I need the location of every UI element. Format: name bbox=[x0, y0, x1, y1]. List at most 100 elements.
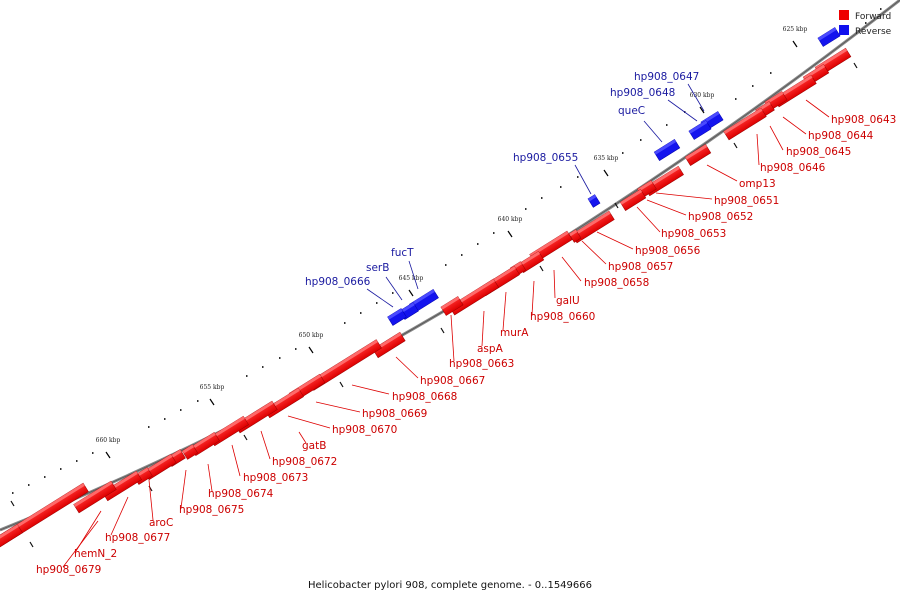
label-leader bbox=[450, 314, 455, 362]
minor-tick bbox=[493, 232, 495, 234]
minor-tick bbox=[76, 460, 78, 462]
minor-tick bbox=[392, 292, 394, 294]
label-leader bbox=[351, 384, 390, 395]
inner-tick bbox=[29, 541, 34, 548]
minor-tick bbox=[295, 348, 297, 350]
forward-gene-label: hp908_0645 bbox=[786, 146, 851, 158]
reverse-gene-label: fucT bbox=[391, 247, 414, 259]
forward-gene-label: hp908_0660 bbox=[530, 311, 595, 323]
tick-label: 630 kbp bbox=[690, 92, 715, 99]
forward-gene-label: galU bbox=[556, 295, 580, 307]
forward-feature[interactable] bbox=[73, 480, 117, 514]
minor-tick bbox=[735, 98, 737, 100]
label-leader bbox=[553, 269, 556, 299]
reverse-gene-label: hp908_0655 bbox=[513, 152, 578, 164]
minor-tick bbox=[197, 400, 199, 402]
minor-tick bbox=[148, 426, 150, 428]
legend-label-reverse: Reverse bbox=[855, 27, 892, 37]
forward-gene-label: hp908_0652 bbox=[688, 211, 753, 223]
minor-tick bbox=[525, 208, 527, 210]
inner-tick bbox=[614, 202, 619, 209]
minor-tick bbox=[445, 264, 447, 266]
inner-tick bbox=[853, 62, 858, 69]
inner-tick bbox=[539, 265, 544, 272]
tick-label: 645 kbp bbox=[399, 275, 424, 282]
reverse-feature[interactable] bbox=[688, 120, 712, 140]
label-leader bbox=[561, 256, 582, 282]
forward-feature[interactable] bbox=[181, 444, 199, 460]
forward-gene-label: omp13 bbox=[739, 178, 776, 190]
label-leader bbox=[636, 206, 661, 233]
reverse-gene-label: serB bbox=[366, 262, 389, 274]
label-leader bbox=[385, 276, 403, 301]
reverse-feature[interactable] bbox=[387, 308, 407, 326]
minor-tick bbox=[622, 152, 624, 154]
label-leader bbox=[805, 99, 830, 118]
forward-gene-label: hp908_0667 bbox=[420, 375, 485, 387]
reverse-feature[interactable] bbox=[587, 194, 601, 208]
label-leader bbox=[180, 469, 187, 509]
forward-feature[interactable] bbox=[209, 415, 249, 447]
forward-gene-label: hp908_0644 bbox=[808, 130, 874, 142]
label-leader bbox=[395, 356, 419, 379]
minor-tick bbox=[344, 322, 346, 324]
label-leader bbox=[581, 240, 607, 265]
forward-feature[interactable] bbox=[619, 189, 647, 211]
label-leader bbox=[315, 401, 361, 413]
tick-label: 640 kbp bbox=[498, 216, 523, 223]
label-leader bbox=[782, 116, 807, 135]
label-leader bbox=[62, 520, 99, 568]
inner-tick bbox=[440, 327, 445, 334]
forward-gene-label: hp908_0653 bbox=[661, 228, 726, 240]
label-leader bbox=[298, 431, 307, 444]
genome-backbone bbox=[0, 0, 900, 532]
minor-tick bbox=[360, 312, 362, 314]
label-leader bbox=[366, 288, 394, 308]
tick-label: 655 kbp bbox=[200, 384, 225, 391]
legend-swatch-reverse bbox=[839, 25, 849, 35]
forward-gene-label: hp908_0675 bbox=[179, 504, 244, 516]
minor-tick bbox=[865, 22, 867, 24]
minor-tick bbox=[577, 176, 579, 178]
major-tick bbox=[507, 230, 513, 238]
legend-label-forward: Forward bbox=[855, 12, 891, 22]
forward-feature[interactable] bbox=[568, 229, 582, 243]
label-leader bbox=[287, 415, 331, 429]
tick-label: 660 kbp bbox=[96, 437, 121, 444]
minor-tick bbox=[770, 72, 772, 74]
forward-gene-label: hp908_0657 bbox=[608, 261, 673, 273]
label-leader bbox=[643, 120, 663, 143]
label-leader bbox=[260, 430, 271, 460]
minor-tick bbox=[560, 186, 562, 188]
legend: Forward Reverse bbox=[839, 10, 892, 37]
reverse-feature[interactable] bbox=[653, 139, 681, 161]
forward-feature[interactable] bbox=[684, 144, 712, 166]
forward-gene-label: hp908_0643 bbox=[831, 114, 896, 126]
forward-gene-label: hp908_0669 bbox=[362, 408, 427, 420]
label-leader bbox=[110, 496, 129, 536]
forward-gene-label: hp908_0651 bbox=[714, 195, 779, 207]
label-leader bbox=[481, 310, 485, 347]
forward-gene-label: hp908_0673 bbox=[243, 472, 308, 484]
tick-label: 635 kbp bbox=[594, 155, 619, 162]
inner-tick bbox=[10, 500, 15, 507]
forward-gene-label: hp908_0677 bbox=[105, 532, 170, 544]
label-leader bbox=[596, 231, 634, 250]
minor-tick bbox=[262, 366, 264, 368]
forward-feature[interactable] bbox=[440, 296, 464, 316]
legend-swatch-forward bbox=[839, 10, 849, 20]
reverse-feature[interactable] bbox=[817, 27, 841, 47]
minor-tick bbox=[477, 243, 479, 245]
major-tick bbox=[408, 289, 414, 297]
forward-feature[interactable] bbox=[0, 523, 23, 549]
label-leader bbox=[667, 99, 698, 122]
label-leader bbox=[756, 133, 760, 166]
forward-feature[interactable] bbox=[723, 107, 767, 141]
forward-gene-label: hp908_0679 bbox=[36, 564, 101, 576]
reverse-gene-label: queC bbox=[618, 105, 645, 117]
major-tick bbox=[308, 346, 314, 354]
minor-tick bbox=[246, 375, 248, 377]
forward-gene-label: aroC bbox=[149, 517, 173, 529]
major-tick bbox=[209, 398, 215, 406]
label-leader bbox=[769, 125, 784, 151]
